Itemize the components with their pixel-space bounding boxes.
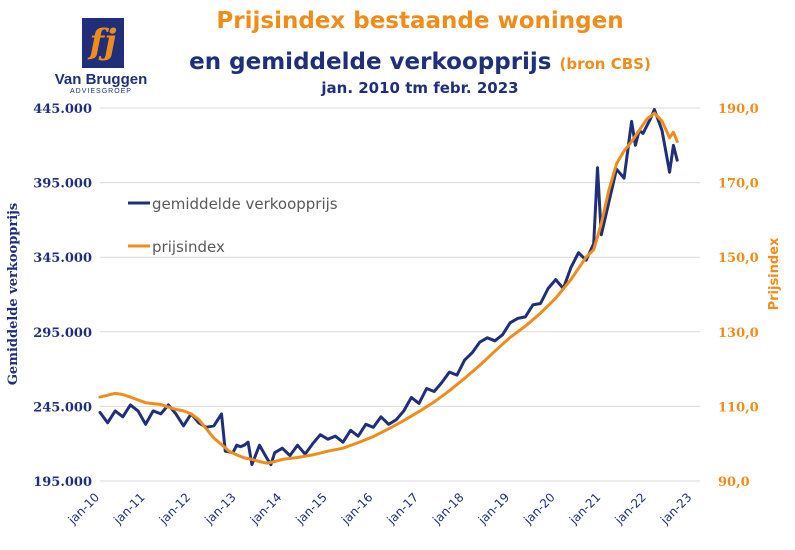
chart-title-line2: en gemiddelde verkoopprijs (bron CBS): [150, 49, 690, 75]
x-tick-label: jan-11: [110, 490, 147, 527]
y-tick-right: 170,0: [718, 177, 759, 192]
x-tick-label: jan-17: [384, 490, 421, 527]
logo-mark: fj: [89, 22, 117, 62]
logo-subtitle: ADVIESGROEP: [70, 88, 132, 95]
y-tick-left: 345.000: [33, 251, 92, 266]
x-tick-label: jan-18: [429, 490, 466, 527]
y-tick-right: 90,0: [718, 475, 750, 490]
y-axis-title-left: Gemiddelde verkoopprijs: [6, 203, 21, 385]
y-tick-left: 195.000: [33, 475, 92, 490]
chart-title-line2-text: en gemiddelde verkoopprijs: [189, 49, 552, 75]
x-tick-label: jan-21: [566, 490, 603, 527]
legend-label-verkoopprijs: gemiddelde verkoopprijs: [152, 195, 338, 213]
x-tick-label: jan-14: [247, 490, 284, 527]
x-tick-label: jan-23: [657, 490, 694, 527]
x-tick-label: jan-22: [612, 490, 649, 527]
chart-source: (bron CBS): [559, 55, 651, 73]
y-tick-right: 110,0: [718, 400, 759, 415]
x-tick-label: jan-16: [338, 490, 375, 527]
y-tick-left: 295.000: [33, 326, 92, 341]
y-tick-right: 190,0: [718, 102, 759, 117]
y-tick-right: 150,0: [718, 251, 759, 266]
chart-title-line1: Prijsindex bestaande woningen: [216, 8, 624, 34]
y-axis-title-right: Prijsindex: [767, 237, 782, 310]
x-tick-label: jan-13: [201, 490, 238, 527]
logo: fj: [82, 18, 124, 68]
y-tick-right: 130,0: [718, 326, 759, 341]
y-tick-left: 245.000: [33, 400, 92, 415]
chart-subtitle: jan. 2010 tm febr. 2023: [321, 79, 519, 97]
x-tick-label: jan-10: [65, 490, 102, 527]
y-tick-left: 445.000: [33, 102, 92, 117]
series-line-prijsindex: [98, 111, 679, 465]
logo-name: Van Bruggen: [54, 71, 148, 88]
y-tick-left: 395.000: [33, 177, 92, 192]
x-tick-label: jan-20: [520, 490, 557, 527]
x-tick-label: jan-15: [293, 490, 330, 527]
legend-label-prijsindex: prijsindex: [152, 238, 225, 256]
x-tick-label: jan-19: [475, 490, 512, 527]
x-tick-label: jan-12: [156, 490, 193, 527]
